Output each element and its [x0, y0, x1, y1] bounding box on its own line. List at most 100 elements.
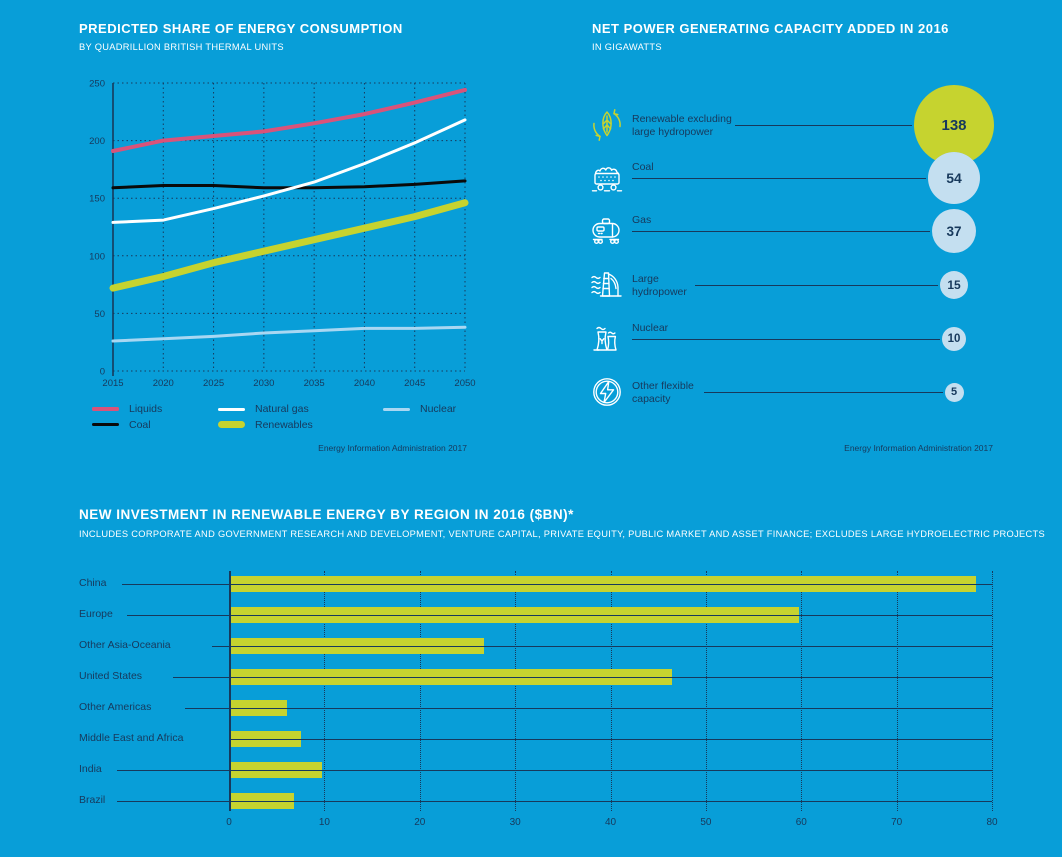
section-title: NET POWER GENERATING CAPACITY ADDED IN 2…: [592, 21, 949, 36]
section-title: NEW INVESTMENT IN RENEWABLE ENERGY BY RE…: [79, 507, 574, 522]
y-tick-label: 100: [89, 251, 105, 262]
row-line: [117, 769, 992, 771]
energy-consumption-title: PREDICTED SHARE OF ENERGY CONSUMPTION BY…: [79, 21, 403, 52]
capacity-label-large-hydropower: Large hydropower: [632, 272, 687, 298]
capacity-circle-coal: 54: [928, 152, 980, 204]
row-line: [212, 645, 992, 647]
x-tick-label: 2020: [153, 378, 174, 389]
series-line-liquids: [111, 87, 467, 153]
row-line: [117, 800, 992, 802]
x-tick-label: 2045: [404, 378, 425, 389]
row-line: [122, 583, 992, 585]
legend-swatch-nuclear: [383, 407, 410, 411]
grid-line-v: [896, 571, 898, 811]
coal-cart-icon: [587, 158, 627, 198]
legend-swatch-renewables: [218, 421, 245, 428]
capacity-label-nuclear: Nuclear: [632, 321, 669, 334]
energy-consumption-source: Energy Information Administration 2017: [318, 443, 467, 453]
section-title: PREDICTED SHARE OF ENERGY CONSUMPTION: [79, 21, 403, 36]
x-tick-label: 40: [604, 817, 617, 828]
nuclear-plant-icon: [587, 319, 627, 359]
bar-label-united-states: United States: [79, 670, 143, 682]
grid-line-v: [992, 571, 993, 811]
y-tick-label: 150: [89, 194, 105, 205]
x-tick-label: 10: [318, 817, 330, 828]
section-subtitle: IN GIGAWATTS: [592, 42, 662, 52]
bar-label-brazil: Brazil: [79, 794, 106, 806]
lightning-bolt-icon: [587, 372, 627, 412]
legend-label: Coal: [129, 418, 151, 431]
capacity-label-other-flexible-capacity: Other flexible capacity: [632, 379, 694, 405]
y-tick-label: 250: [89, 79, 105, 90]
legend-label: Liquids: [129, 403, 163, 415]
legend-item-nuclear: Nuclear: [383, 401, 456, 417]
energy-consumption-chart: 0 50 100 150 200 250 2015 2020 2025 2030 2035 2040 2…: [60, 70, 480, 400]
line-chart-svg: 0 50 100 150 200 250 2015 2020 2025 2030 2035 2040 2…: [89, 79, 475, 390]
capacity-label-gas: Gas: [632, 213, 652, 226]
y-tick-label: 50: [94, 309, 105, 320]
capacity-connector-line: [632, 178, 926, 179]
capacity-circle-large-hydropower: 15: [940, 271, 968, 299]
row-line: [173, 676, 992, 678]
legend-label: Renewables: [255, 418, 313, 431]
legend-item-natural-gas: Natural gas: [218, 401, 309, 417]
x-tick-label: 2025: [203, 378, 224, 389]
legend-label: Nuclear: [420, 403, 457, 415]
series-line-renewables: [109, 199, 469, 292]
row-line: [185, 707, 992, 709]
x-tick-label: 80: [986, 817, 998, 828]
series-line-coal: [111, 179, 467, 190]
bar-label-other-americas: Other Americas: [79, 701, 152, 713]
bar-label-middle-east-and-africa: Middle East and Africa: [79, 732, 184, 744]
legend-item-liquids: Liquids: [92, 401, 162, 417]
gas-tank-icon: [587, 211, 627, 251]
legend-swatch-natural-gas: [218, 407, 245, 411]
x-tick-label: 20: [414, 817, 426, 828]
x-tick-label: 2040: [354, 378, 375, 389]
x-tick-label: 60: [795, 817, 807, 828]
legend-swatch-liquids: [92, 407, 119, 411]
bar-label-europe: Europe: [79, 608, 113, 620]
capacity-connector-line: [632, 231, 930, 232]
x-tick-label: 30: [509, 817, 521, 828]
section-subtitle: BY QUADRILLION BRITISH THERMAL UNITS: [79, 42, 284, 52]
capacity-connector-line: [735, 125, 912, 126]
capacity-connector-line: [695, 285, 938, 286]
y-tick-label: 0: [100, 367, 105, 378]
x-tick-label: 0: [226, 817, 232, 828]
section-subtitle: INCLUDES CORPORATE AND GOVERNMENT RESEAR…: [79, 529, 1046, 539]
grid-line-v: [801, 571, 803, 811]
row-line: [229, 738, 992, 740]
bar-label-india: India: [79, 763, 102, 775]
bar-label-other-asia-oceania: Other Asia-Oceania: [79, 639, 171, 651]
capacity-circle-other-flexible-capacity: 5: [944, 382, 964, 402]
capacity-title-block: NET POWER GENERATING CAPACITY ADDED IN 2…: [592, 21, 949, 52]
bar-label-china: China: [79, 577, 107, 589]
grid-line-v: [610, 571, 612, 811]
x-tick-label: 2030: [253, 378, 274, 389]
capacity-circle-gas: 37: [932, 209, 976, 253]
capacity-connector-line: [704, 392, 943, 393]
grid-line-v: [705, 571, 707, 811]
leaf-recycle-icon: [587, 105, 627, 145]
investment-title-block: NEW INVESTMENT IN RENEWABLE ENERGY BY RE…: [79, 507, 1045, 539]
x-tick-label: 70: [891, 817, 903, 828]
legend-item-renewables: Renewables: [218, 417, 313, 433]
x-tick-label: 2050: [454, 378, 475, 389]
legend-item-coal: Coal: [92, 417, 151, 433]
series-line-nuclear: [111, 325, 467, 343]
x-tick-label: 2035: [304, 378, 325, 389]
y-axis-line: [229, 571, 231, 811]
capacity-circle-nuclear: 10: [942, 327, 966, 351]
y-tick-label: 200: [89, 136, 105, 147]
capacity-source: Energy Information Administration 2017: [844, 443, 993, 453]
grid-line-v: [419, 571, 421, 811]
legend-label: Natural gas: [255, 403, 309, 415]
capacity-label-renewable-excluding-large-hydropower: Renewable excluding large hydropower: [632, 112, 732, 138]
x-tick-label: 50: [700, 817, 712, 828]
grid-line-v: [515, 571, 517, 811]
row-line: [127, 614, 992, 616]
grid-line-v: [324, 571, 326, 811]
legend-swatch-coal: [92, 423, 119, 426]
